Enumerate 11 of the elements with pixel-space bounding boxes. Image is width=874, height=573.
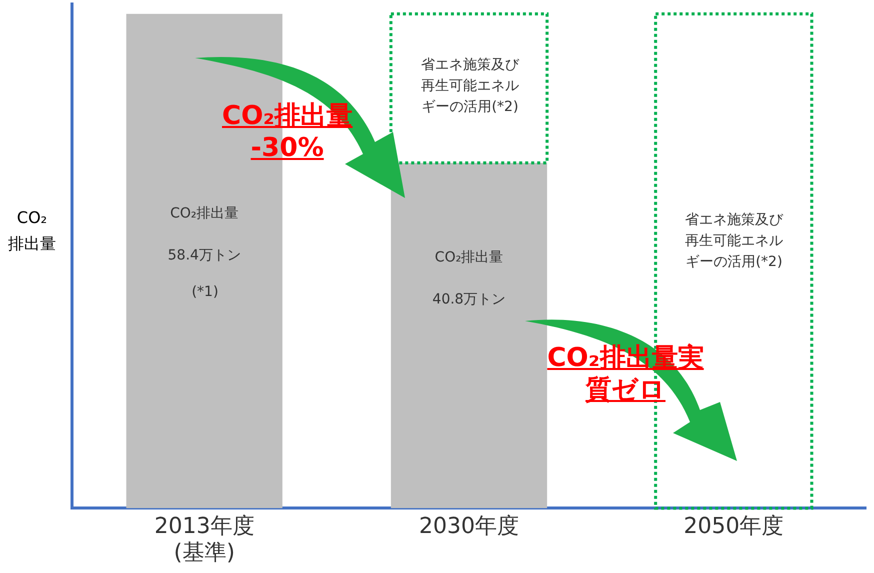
x-tick-label: 2050年度 (684, 514, 784, 540)
annotation: 省エネ施策及び再生可能エネルギーの活用(*2) (684, 211, 784, 272)
y-axis-title: CO₂ 排出量 (8, 207, 56, 255)
x-tick-label: 2013年度 (基準) (154, 514, 254, 566)
data-label: 58.4万トン (168, 248, 241, 264)
data-label: 40.8万トン (432, 292, 506, 308)
annotation: (*1) (190, 283, 220, 302)
series-label: CO₂排出量 (170, 206, 239, 222)
x-tick-label: 2030年度 (419, 514, 519, 540)
annotation: 省エネ施策及び再生可能エネルギーの活用(*2) (420, 56, 520, 117)
text: CO₂排出量 (434, 250, 504, 266)
